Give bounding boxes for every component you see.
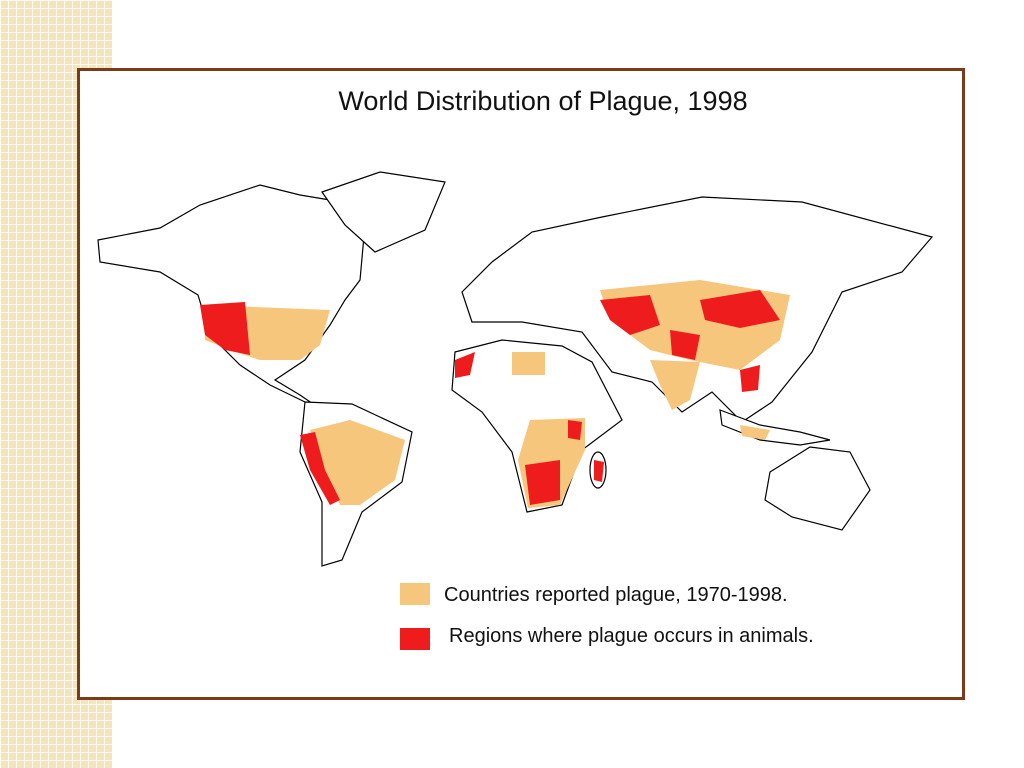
reported-libya	[512, 352, 545, 375]
animal-caucasus	[600, 295, 660, 335]
reported-indonesia	[740, 425, 770, 440]
animal-andes	[300, 432, 340, 505]
legend-swatch	[400, 583, 430, 605]
legend-label: Regions where plague occurs in animals.	[449, 625, 814, 647]
map-title: World Distribution of Plague, 1998	[338, 86, 747, 116]
north-america	[97, 184, 366, 411]
world-map	[97, 171, 934, 567]
animal-east-africa	[568, 420, 582, 440]
animal-mongolia	[700, 290, 780, 328]
animal-north-africa	[455, 352, 475, 378]
australia	[764, 446, 871, 531]
reported-south-america	[310, 420, 405, 505]
greenland	[321, 171, 446, 253]
animal-usa-west	[200, 302, 250, 355]
animal-china	[670, 330, 700, 360]
reported-india	[650, 360, 700, 410]
animal-vietnam	[740, 365, 760, 392]
legend-label: Countries reported plague, 1970-1998.	[444, 584, 788, 606]
legend-swatch	[400, 628, 430, 650]
animal-madagascar	[594, 460, 604, 482]
animal-regions	[200, 290, 780, 505]
indonesia	[719, 409, 831, 446]
legend: Countries reported plague, 1970-1998. Re…	[400, 583, 814, 650]
animal-south-africa	[525, 460, 560, 505]
map-frame	[77, 68, 965, 700]
